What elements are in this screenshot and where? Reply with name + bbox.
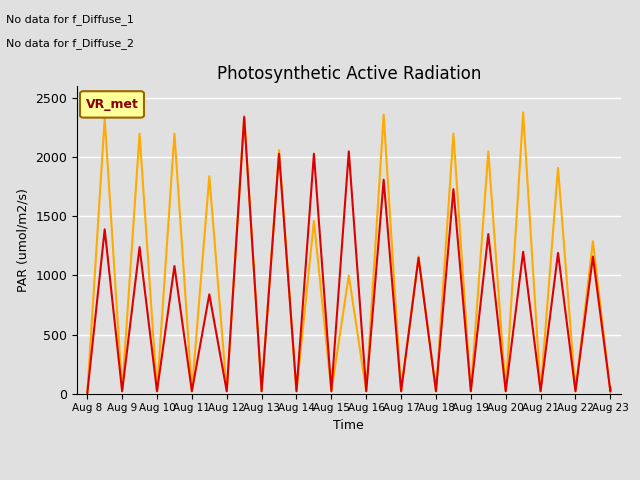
Title: Photosynthetic Active Radiation: Photosynthetic Active Radiation — [216, 65, 481, 84]
X-axis label: Time: Time — [333, 419, 364, 432]
Y-axis label: PAR (umol/m2/s): PAR (umol/m2/s) — [17, 188, 29, 292]
Text: No data for f_Diffuse_1: No data for f_Diffuse_1 — [6, 14, 134, 25]
Text: No data for f_Diffuse_2: No data for f_Diffuse_2 — [6, 38, 134, 49]
Text: VR_met: VR_met — [86, 98, 138, 111]
